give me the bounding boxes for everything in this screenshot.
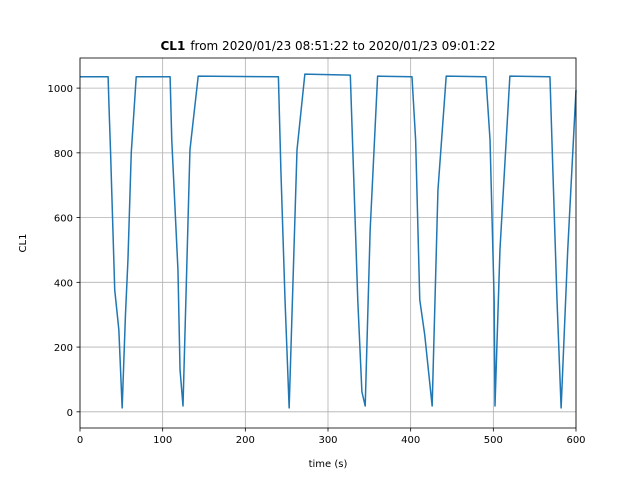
data-line [80, 73, 577, 409]
y-tick-label: 0 [67, 408, 73, 419]
x-tick-label: 100 [153, 435, 172, 446]
x-axis-label: time (s) [309, 459, 348, 470]
y-tick-label: 600 [54, 214, 73, 225]
x-tick-label: 600 [566, 435, 585, 446]
y-tick-label: 1000 [48, 84, 73, 95]
y-tick-label: 400 [54, 278, 73, 289]
title-bold: CL1 [161, 39, 186, 53]
chart-title: CL1 from 2020/01/23 08:51:22 to 2020/01/2… [161, 39, 496, 53]
x-tick-label: 200 [236, 435, 255, 446]
x-tick-label: 0 [77, 435, 83, 446]
x-tick-label: 300 [318, 435, 337, 446]
y-tick-label: 800 [54, 149, 73, 160]
title-text: from 2020/01/23 08:51:22 to 2020/01/23 0… [190, 39, 495, 53]
x-tick-label: 400 [401, 435, 420, 446]
axes-frame [79, 57, 577, 429]
x-tick-label: 500 [484, 435, 503, 446]
y-tick-label: 200 [54, 343, 73, 354]
y-axis-label: CL1 [18, 234, 29, 253]
